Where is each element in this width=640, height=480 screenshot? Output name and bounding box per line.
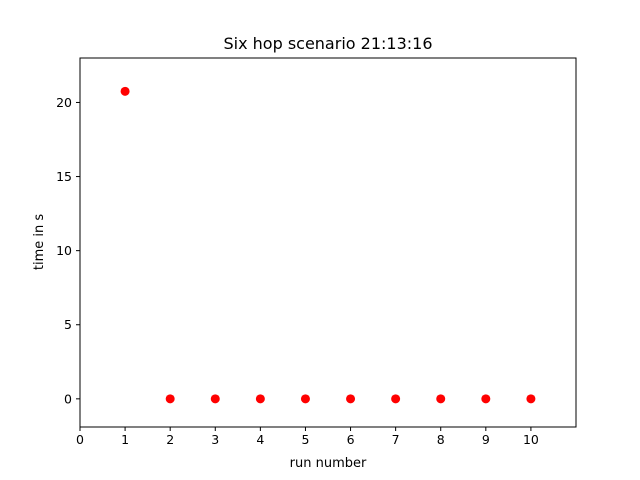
x-tick-label: 5 (301, 432, 309, 447)
data-point (165, 394, 175, 404)
data-point (210, 394, 220, 404)
x-axis: 0 1 2 3 4 5 6 7 8 9 10 (76, 427, 539, 447)
data-point (255, 394, 265, 404)
data-point (300, 394, 310, 404)
data-point (120, 86, 130, 96)
x-tick-label: 7 (392, 432, 400, 447)
data-points (120, 86, 536, 404)
plot-area-frame (79, 57, 577, 428)
x-tick-label: 6 (347, 432, 355, 447)
x-axis-label: run number (290, 456, 367, 471)
data-point (481, 394, 491, 404)
y-tick-label: 5 (64, 317, 72, 332)
data-point (346, 394, 356, 404)
x-tick-label: 3 (211, 432, 219, 447)
x-tick-label: 8 (437, 432, 445, 447)
x-tick-label: 10 (523, 432, 539, 447)
x-tick-label: 9 (482, 432, 490, 447)
y-axis: 0 5 10 15 20 (56, 95, 80, 406)
x-tick-label: 0 (76, 432, 84, 447)
y-tick-label: 20 (56, 95, 72, 110)
data-point (436, 394, 446, 404)
y-tick-label: 10 (56, 243, 72, 258)
y-axis-label: time in s (32, 214, 47, 270)
chart-title: Six hop scenario 21:13:16 (223, 34, 432, 53)
y-tick-label: 15 (56, 169, 72, 184)
x-tick-label: 1 (121, 432, 129, 447)
data-point (526, 394, 536, 404)
data-point (391, 394, 401, 404)
y-tick-label: 0 (64, 391, 72, 406)
x-tick-label: 4 (256, 432, 264, 447)
x-tick-label: 2 (166, 432, 174, 447)
